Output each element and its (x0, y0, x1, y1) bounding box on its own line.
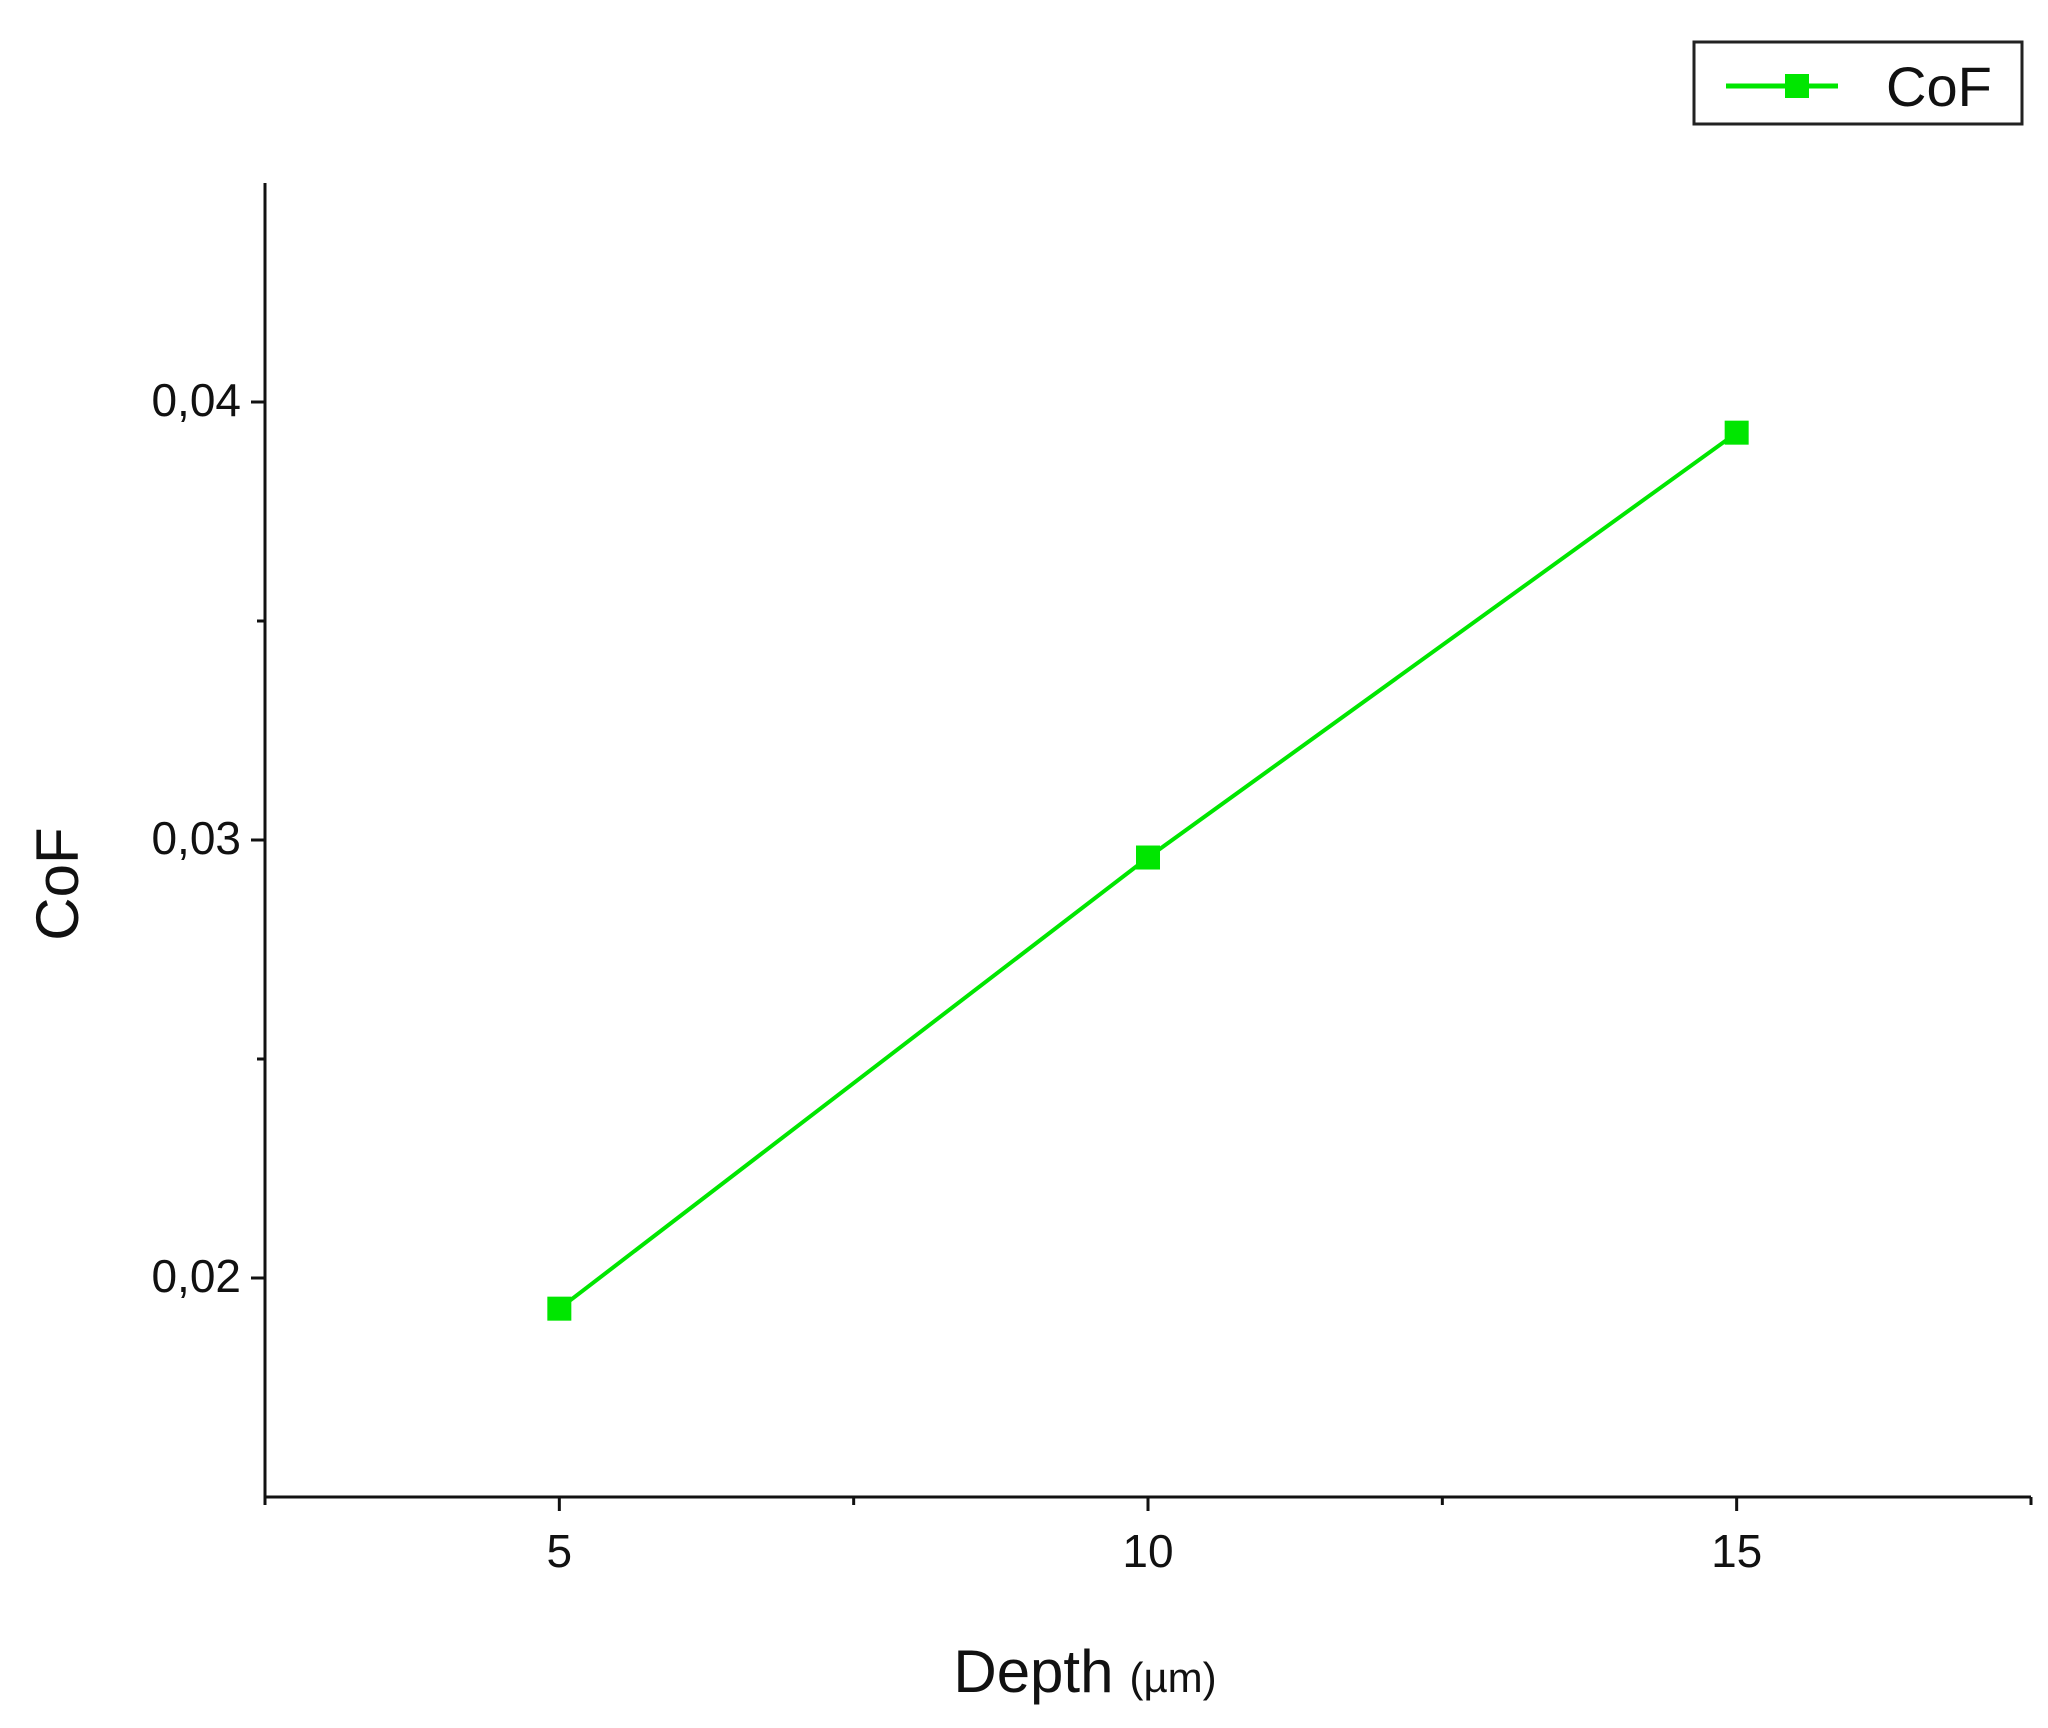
legend-label-cof: CoF (1886, 55, 1992, 118)
y-tick-label: 0,02 (151, 1250, 241, 1302)
x-axis-unit: (µm) (1129, 1654, 1216, 1701)
legend-marker-square (1785, 74, 1809, 98)
x-axis-title: Depth (µm) (953, 1638, 1216, 1705)
legend: CoF (1692, 40, 2024, 126)
y-tick-label: 0,03 (151, 812, 241, 864)
data-point-marker (1724, 420, 1749, 445)
y-axis-title: CoF (24, 827, 91, 940)
x-tick-label: 15 (1711, 1525, 1762, 1577)
series-cof (547, 420, 1749, 1321)
tick-labels: 0,02 0,03 0,04 5 10 15 (151, 374, 1762, 1577)
data-point-marker (547, 1296, 572, 1321)
axis-ticks (251, 400, 2033, 1511)
x-tick-label: 5 (547, 1525, 573, 1577)
data-point-marker (1136, 845, 1160, 870)
y-tick-label: 0,04 (151, 374, 241, 426)
x-tick-label: 10 (1122, 1525, 1173, 1577)
x-axis-title-text: Depth (953, 1638, 1113, 1705)
legend-box (1692, 40, 2024, 126)
